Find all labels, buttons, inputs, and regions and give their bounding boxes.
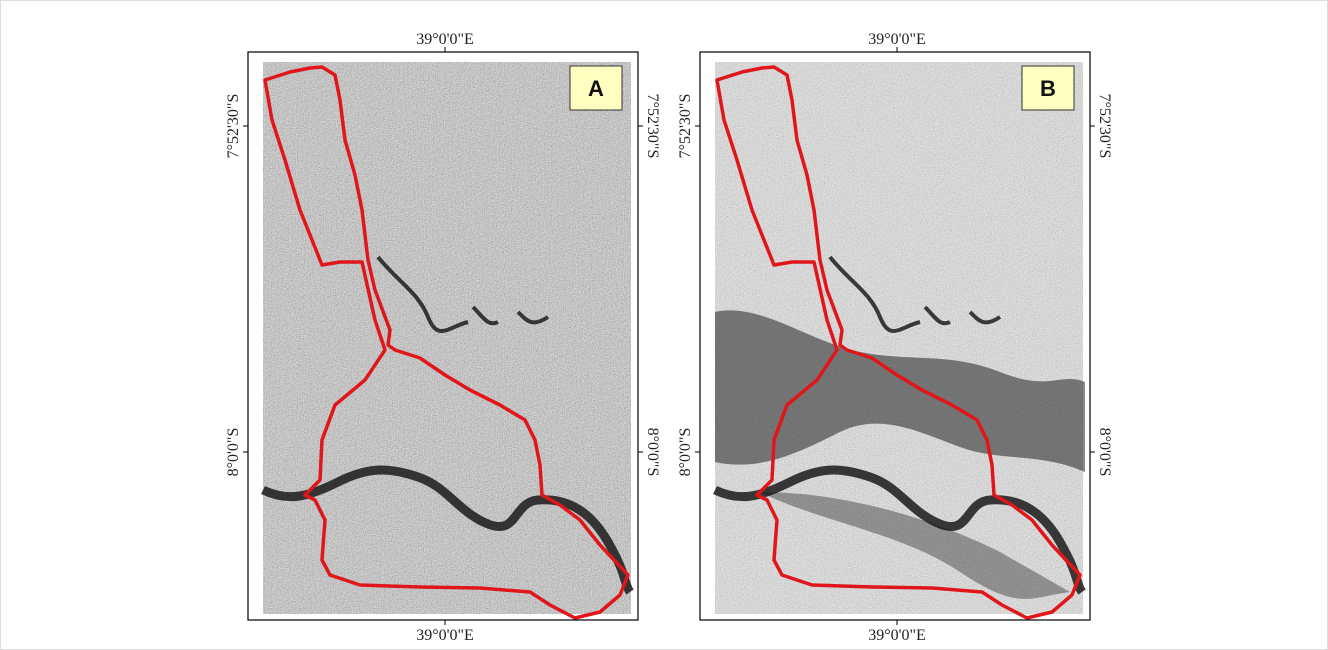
left-axis-label: 7°52'30"S (225, 94, 242, 159)
top-axis-label: 39°0'0"E (416, 31, 474, 48)
panel-label: B (1040, 76, 1056, 101)
panel-label: A (588, 76, 604, 101)
sar-image (263, 62, 631, 614)
bottom-axis-label: 39°0'0"E (416, 627, 474, 644)
figure: A 39°0'0"E 39°0'0"E 7°52'30"S 7°52'30"S 8°0'0… (0, 0, 1328, 650)
right-axis-label: 8°0'0"S (644, 428, 661, 477)
top-axis-label: 39°0'0"E (868, 31, 926, 48)
map-panel: A 39°0'0"E 39°0'0"E 7°52'30"S 7°52'30"S 8°0'0… (225, 31, 661, 644)
right-axis-label: 7°52'30"S (1096, 94, 1113, 159)
right-axis-label: 7°52'30"S (644, 94, 661, 159)
left-axis-label: 8°0'0"S (677, 428, 694, 477)
left-axis-label: 7°52'30"S (677, 94, 694, 159)
outer-border (1, 1, 1328, 650)
bottom-axis-label: 39°0'0"E (868, 627, 926, 644)
right-axis-label: 8°0'0"S (1096, 428, 1113, 477)
map-panel: B 39°0'0"E 39°0'0"E 7°52'30"S 7°52'30"S 8°0'0… (677, 31, 1113, 644)
left-axis-label: 8°0'0"S (225, 428, 242, 477)
